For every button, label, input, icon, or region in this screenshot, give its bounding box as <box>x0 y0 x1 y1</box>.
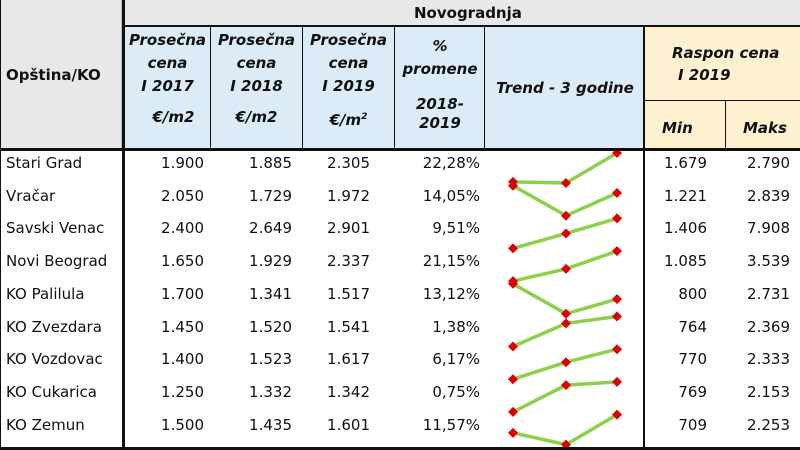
price-2019: 2.901 <box>327 219 370 238</box>
col-header-min: Min <box>662 119 693 137</box>
col-header-2019: Prosečna cena I 2019 €/m2 <box>309 31 388 129</box>
row-name: KO Palilula <box>6 284 85 303</box>
price-2017: 1.700 <box>161 284 204 303</box>
price-2019: 1.617 <box>327 350 370 369</box>
price-2018: 1.332 <box>249 382 292 401</box>
divider <box>125 25 800 27</box>
group-title: Novogradnja <box>414 4 522 22</box>
price-2018: 2.649 <box>249 219 292 238</box>
price-2017: 1.450 <box>161 317 204 336</box>
pct-change: 1,38% <box>432 317 480 336</box>
col-header-trend: Trend - 3 godine <box>496 79 634 97</box>
range-min: 1.085 <box>664 252 707 271</box>
range-min: 1.221 <box>664 186 707 205</box>
group-header-cell <box>125 0 800 25</box>
region-header-label: Opština/KO <box>6 66 101 84</box>
col-header-range: Raspon cena I 2019 <box>672 44 780 84</box>
range-max: 2.790 <box>747 154 790 172</box>
divider <box>725 100 726 148</box>
divider <box>484 27 485 148</box>
price-header-band <box>125 27 644 148</box>
row-name: Novi Beograd <box>6 252 108 271</box>
price-2019: 1.342 <box>327 382 370 401</box>
col-header-2018: Prosečna cena I 2018 €/m2 <box>217 31 296 126</box>
col-header-pct: % promene 2018- 2019 <box>402 37 478 132</box>
price-2019: 1.601 <box>327 415 370 434</box>
col-header-max: Maks <box>743 119 787 137</box>
range-min: 769 <box>678 382 707 401</box>
divider <box>643 27 645 450</box>
divider <box>645 100 800 101</box>
divider <box>0 447 800 450</box>
price-2018: 1.929 <box>249 252 292 271</box>
price-2019: 2.337 <box>327 252 370 271</box>
price-2017: 2.050 <box>161 186 204 205</box>
price-2017: 1.900 <box>161 154 204 172</box>
row-name: Vračar <box>6 186 56 205</box>
range-max: 7.908 <box>747 219 790 238</box>
pct-change: 9,51% <box>432 219 480 238</box>
pct-change: 11,57% <box>422 415 480 434</box>
price-2017: 2.400 <box>161 219 204 238</box>
price-2018: 1.885 <box>249 154 292 172</box>
price-2019: 1.517 <box>327 284 370 303</box>
price-2018: 1.729 <box>249 186 292 205</box>
range-max: 2.153 <box>747 382 790 401</box>
row-name: Stari Grad <box>6 154 83 172</box>
row-name: KO Cukarica <box>6 382 97 401</box>
range-max: 2.731 <box>747 284 790 303</box>
pct-change: 6,17% <box>432 350 480 369</box>
range-max: 3.539 <box>747 252 790 271</box>
pct-change: 14,05% <box>422 186 480 205</box>
pct-change: 0,75% <box>432 382 480 401</box>
divider <box>210 27 211 148</box>
range-min: 1.406 <box>664 219 707 238</box>
price-2017: 1.650 <box>161 252 204 271</box>
col-header-2017: Prosečna cena I 2017 €/m2 <box>128 31 207 126</box>
price-2018: 1.341 <box>249 284 292 303</box>
price-2018: 1.520 <box>249 317 292 336</box>
range-min: 764 <box>678 317 707 336</box>
range-max: 2.253 <box>747 415 790 434</box>
range-min: 1.679 <box>664 154 707 172</box>
range-min: 770 <box>678 350 707 369</box>
divider <box>0 148 800 151</box>
divider <box>394 27 395 148</box>
price-2019: 1.972 <box>327 186 370 205</box>
pct-change: 22,28% <box>422 154 480 172</box>
range-header-band <box>645 27 800 148</box>
price-2017: 1.250 <box>161 382 204 401</box>
row-name: KO Vozdovac <box>6 350 103 369</box>
price-2018: 1.435 <box>249 415 292 434</box>
range-max: 2.369 <box>747 317 790 336</box>
row-name: Savski Venac <box>6 219 105 238</box>
divider <box>122 0 125 450</box>
divider <box>302 27 303 148</box>
divider <box>0 0 1 450</box>
price-2017: 1.400 <box>161 350 204 369</box>
pct-change: 13,12% <box>422 284 480 303</box>
price-2018: 1.523 <box>249 350 292 369</box>
pct-change: 21,15% <box>422 252 480 271</box>
region-header-cell <box>0 0 122 150</box>
price-2019: 1.541 <box>327 317 370 336</box>
range-min: 709 <box>678 415 707 434</box>
price-2019: 2.305 <box>327 154 370 172</box>
range-min: 800 <box>678 284 707 303</box>
row-name: KO Zvezdara <box>6 317 102 336</box>
price-2017: 1.500 <box>161 415 204 434</box>
row-name: KO Zemun <box>6 415 85 434</box>
range-max: 2.333 <box>747 350 790 369</box>
range-max: 2.839 <box>747 186 790 205</box>
trend-sparklines <box>508 151 622 447</box>
